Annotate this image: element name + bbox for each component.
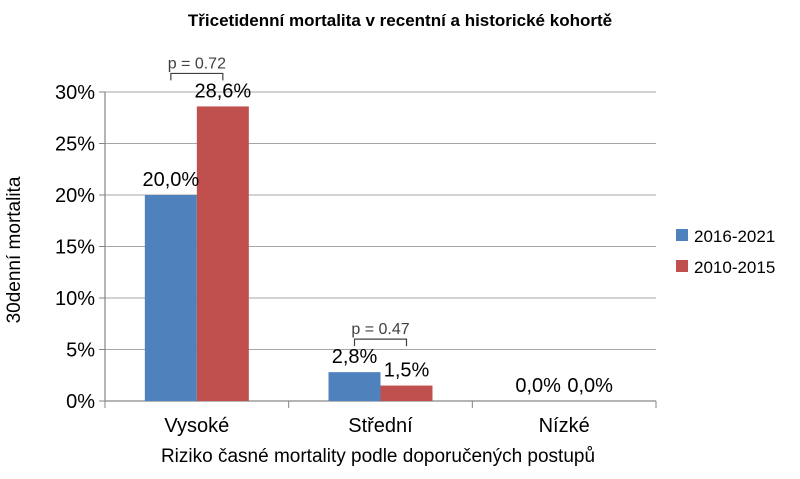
y-axis-label: 30denní mortalita [4,176,25,323]
bar [144,195,197,401]
bars [144,106,433,402]
y-tick-label: 0% [66,391,95,413]
significance-bracket [170,72,224,81]
bar [380,385,433,401]
y-tick-label: 20% [55,185,95,207]
x-tick-label: Nízké [539,415,590,437]
data-label: 1,5% [384,360,430,382]
significance-bracket [353,338,408,347]
legend-label: 2010-2015 [694,258,775,277]
p-value-label: p = 0.47 [351,321,409,338]
data-label: 0,0% [567,375,613,397]
x-tick-labels: Vysoké Střední Nízké [164,415,589,437]
x-tick-label: Střední [348,415,413,437]
data-label: 0,0% [515,375,561,397]
bar [328,372,381,401]
data-label: 2,8% [332,346,378,368]
legend-label: 2016-2021 [694,227,775,246]
y-tick-label: 30% [55,82,95,104]
y-tick-label: 10% [55,288,95,310]
y-tick-label: 25% [55,134,95,156]
data-label: 20,0% [142,169,199,191]
y-tick-label: 5% [66,340,95,362]
y-tick-label: 15% [55,237,95,259]
legend-swatch [676,229,688,241]
x-tick-label: Vysoké [164,415,229,437]
x-axis-label: Riziko časné mortality podle doporučenýc… [161,446,595,467]
p-value-label: p = 0.72 [168,55,226,72]
bar [196,106,249,402]
legend: 2016-2021 2010-2015 [676,227,775,277]
chart-title: Třicetidenní mortalita v recentní a hist… [188,11,612,30]
data-label: 28,6% [194,80,251,102]
y-tick-labels: 0% 5% 10% 15% 20% 25% 30% [55,82,95,413]
significance-annotations: p = 0.72 p = 0.47 [168,55,410,347]
data-labels: 20,0% 28,6% 2,8% 1,5% 0,0% 0,0% [142,80,613,397]
legend-swatch [676,260,688,272]
